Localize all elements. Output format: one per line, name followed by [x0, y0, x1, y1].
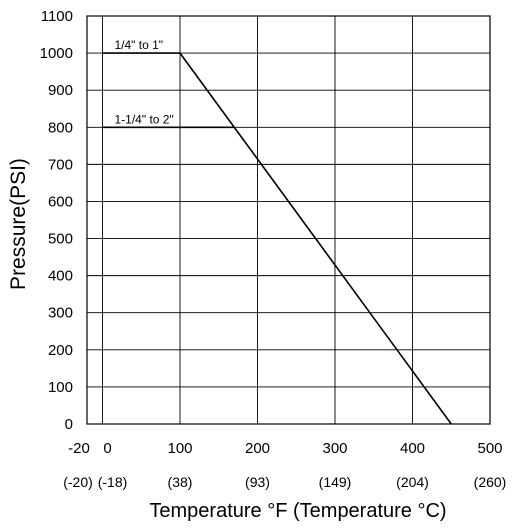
- y-tick-label: 1100: [41, 8, 73, 25]
- y-tick-label: 100: [48, 379, 73, 396]
- y-tick-label: 1000: [40, 45, 73, 62]
- y-axis-label: Pressure(PSI): [7, 158, 30, 290]
- x-tick-label-celsius: (93): [245, 474, 270, 490]
- grid: [86, 15, 491, 425]
- series-line: [102, 52, 452, 425]
- x-tick-label: 0: [103, 440, 111, 457]
- x-tick-label-celsius: (-20): [63, 474, 93, 490]
- plot-frame: [86, 15, 491, 425]
- y-tick-label: 500: [48, 231, 73, 248]
- series-label: 1/4" to 1": [115, 38, 164, 52]
- x-tick-label: 300: [322, 440, 347, 457]
- x-tick-label: 200: [245, 440, 270, 457]
- y-tick-label: 400: [48, 268, 73, 285]
- y-tick-label: 900: [48, 82, 73, 99]
- y-tick-label: 700: [48, 156, 73, 173]
- x-axis-label: Temperature °F (Temperature °C): [149, 500, 446, 522]
- y-tick-label: 0: [65, 416, 73, 433]
- x-tick-label: 400: [400, 440, 425, 457]
- y-tick-label: 200: [48, 342, 73, 359]
- x-tick-label: -20: [68, 440, 90, 457]
- series-lines: [102, 52, 452, 425]
- y-tick-label: 300: [48, 305, 73, 322]
- y-tick-label: 800: [48, 119, 73, 136]
- x-tick-label: 500: [477, 440, 502, 457]
- series-label: 1-1/4" to 2": [115, 112, 174, 126]
- y-tick-label: 600: [48, 193, 73, 210]
- x-tick-label: 100: [167, 440, 192, 457]
- y-axis-ticks: 0 100 200 300 400 500 600 700 800 900 1000 1100: [40, 8, 73, 433]
- x-tick-label-celsius: (-18): [98, 474, 128, 490]
- x-tick-label-celsius: (38): [168, 474, 193, 490]
- x-tick-label-celsius: (260): [474, 474, 507, 490]
- x-tick-label-celsius: (149): [319, 474, 352, 490]
- series-labels: 1/4" to 1" 1-1/4" to 2": [115, 38, 174, 126]
- x-tick-label-celsius: (204): [396, 474, 429, 490]
- x-axis-ticks: -20 (-20) 0 (-18) 100 (38) 200 (93) 300 (149) 400 (…: [63, 440, 506, 490]
